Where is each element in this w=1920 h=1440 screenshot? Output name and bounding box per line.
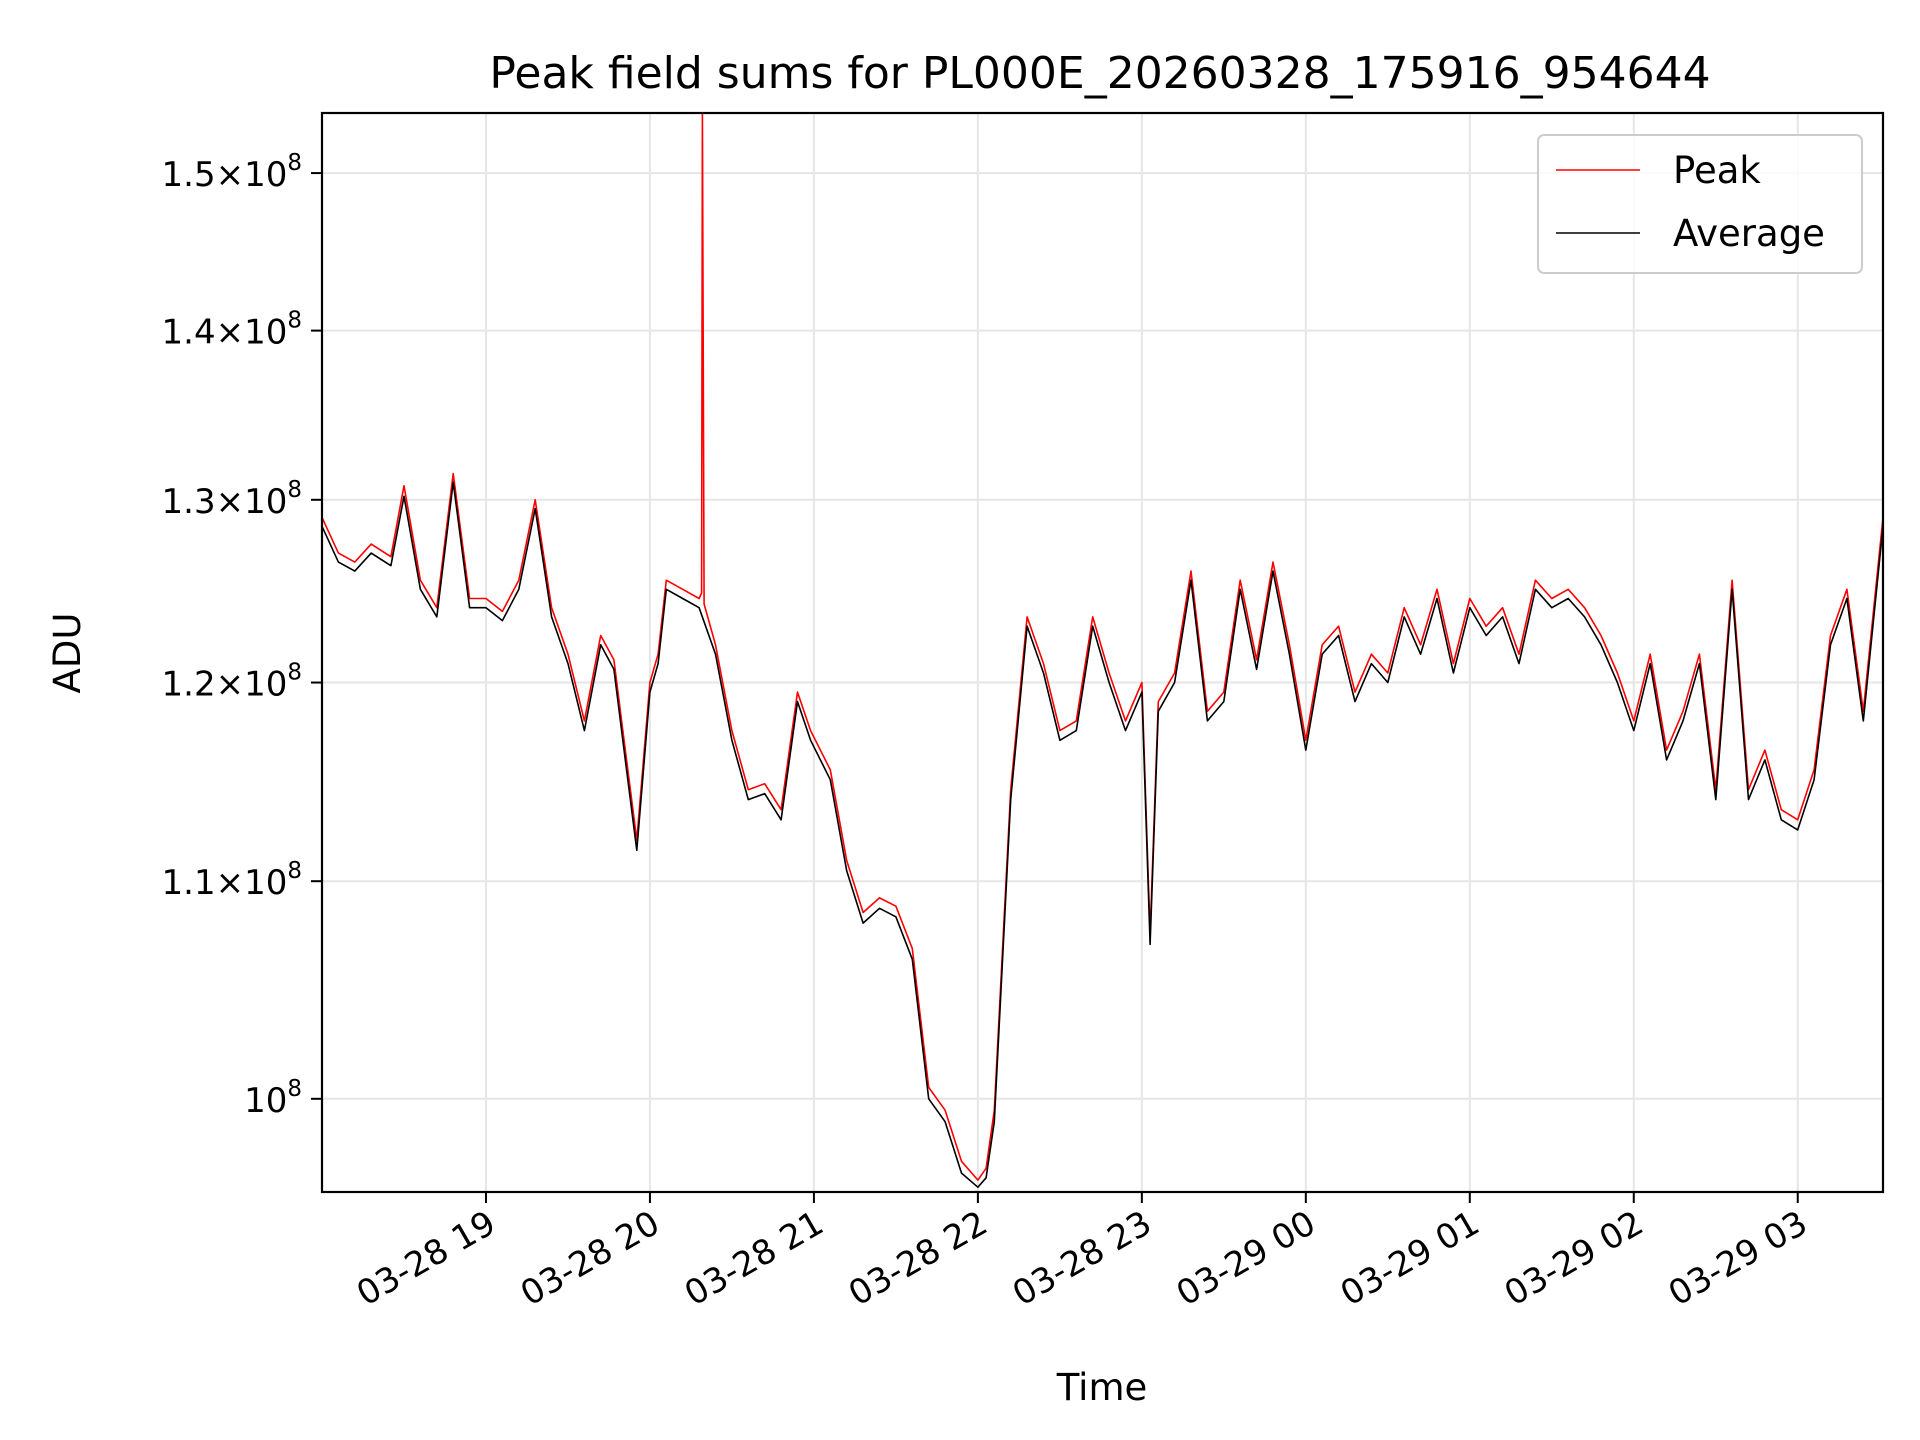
y-tick-label: 1.3×108 xyxy=(162,477,302,522)
y-tick-label: 1.1×108 xyxy=(162,858,302,903)
series-line-peak xyxy=(321,112,1884,1181)
y-axis-ticks: 108 1.1×108 1.2×108 1.3×108 1.4×108 1.5×108 xyxy=(162,150,322,1121)
legend: Peak Average xyxy=(1537,134,1863,274)
grid xyxy=(322,113,1883,1192)
y-tick-label: 1.5×108 xyxy=(162,150,302,195)
y-axis-label: ADU xyxy=(46,613,89,694)
y-tick-label: 108 xyxy=(244,1076,302,1121)
series-line-average xyxy=(321,481,1884,1188)
plot-area-frame xyxy=(320,111,1885,1194)
chart-title: Peak field sums for PL000E_20260328_1759… xyxy=(489,48,1710,99)
legend-label-peak: Peak xyxy=(1673,149,1761,192)
y-tick-label: 1.2×108 xyxy=(162,660,302,705)
series-layer xyxy=(321,112,1884,1188)
x-axis-label: Time xyxy=(1056,1366,1148,1409)
y-tick-label: 1.4×108 xyxy=(162,308,302,353)
legend-label-average: Average xyxy=(1673,212,1825,255)
